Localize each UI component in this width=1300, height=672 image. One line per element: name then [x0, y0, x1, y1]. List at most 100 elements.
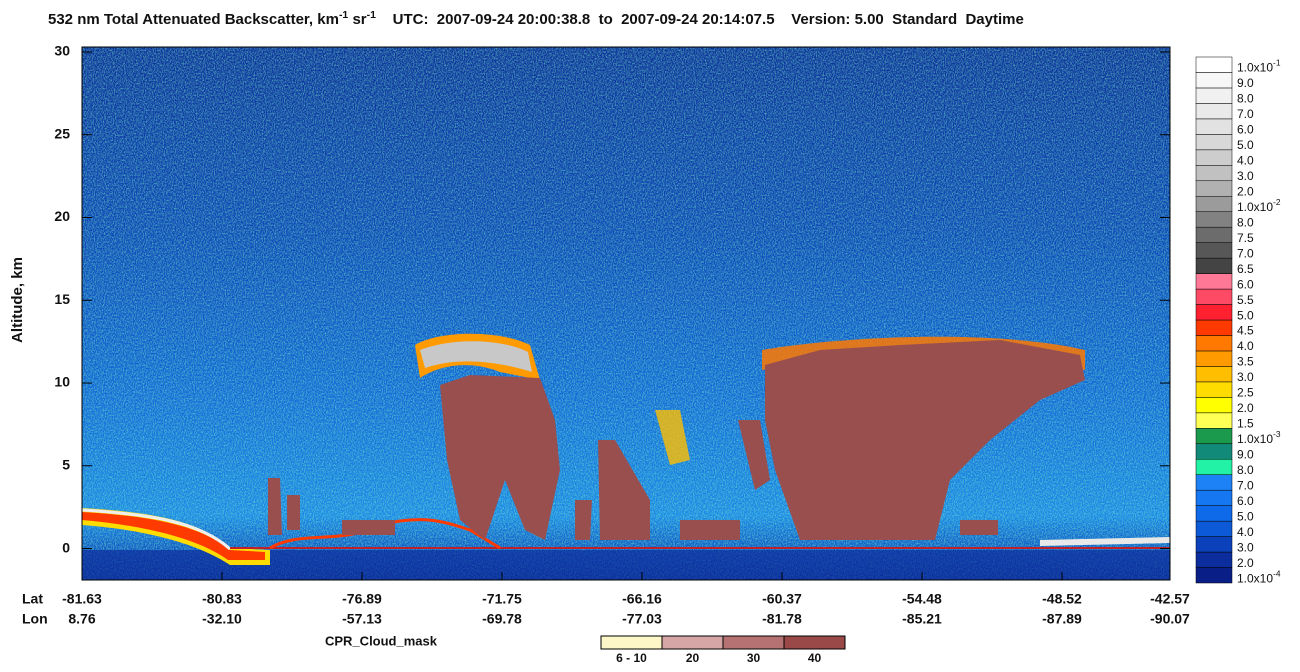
colorbar-swatch — [1195, 134, 1233, 151]
colorbar-swatch — [1195, 520, 1233, 537]
colorbar-label: 8.0 — [1237, 92, 1254, 106]
y-tick-label: 5 — [62, 456, 70, 472]
colorbar-label: 9.0 — [1237, 76, 1254, 90]
colorbar-label: 4.0 — [1237, 154, 1254, 168]
y-tick-label: 10 — [54, 374, 70, 390]
colorbar-label: 7.0 — [1237, 107, 1254, 121]
chart-title-part: sr — [348, 11, 367, 28]
colorbar-swatch — [1195, 567, 1233, 584]
x-lon-label: -90.07 — [1150, 611, 1190, 627]
colorbar-swatch — [1195, 319, 1233, 336]
colorbar-swatch — [1195, 242, 1233, 259]
y-tick-label: 30 — [54, 43, 70, 59]
colorbar-label: 8.0 — [1237, 216, 1254, 230]
colorbar-label-part: -4 — [1273, 568, 1281, 578]
colorbar-swatch — [1195, 195, 1233, 212]
colorbar-label: 2.0 — [1237, 401, 1254, 415]
chart-title: 532 nm Total Attenuated Backscatter, km-… — [48, 9, 1024, 28]
mask-legend-label: 40 — [808, 651, 822, 665]
backscatter-image — [82, 47, 1170, 580]
colorbar-swatch — [1195, 458, 1233, 475]
colorbar-label: 3.0 — [1237, 540, 1254, 554]
x-lat-label: -71.75 — [482, 591, 522, 607]
mask-legend-swatch — [783, 635, 846, 650]
colorbar-label: 1.0x10-3 — [1237, 429, 1281, 446]
colorbar-swatch — [1195, 536, 1233, 553]
colorbar-label-part: 1.0x10 — [1237, 571, 1273, 585]
colorbar-label-part: 3.0 — [1237, 169, 1254, 183]
x-lon-label: -69.78 — [482, 611, 522, 627]
colorbar-label-part: 8.0 — [1237, 463, 1254, 477]
colorbar-swatch — [1195, 72, 1233, 89]
colorbar-label-part: 3.5 — [1237, 355, 1254, 369]
colorbar-swatch — [1195, 428, 1233, 445]
colorbar-label: 4.0 — [1237, 339, 1254, 353]
chart-title-part: UTC: 2007-09-24 20:00:38.8 to 2007-09-24… — [376, 11, 1024, 28]
colorbar-label: 2.0 — [1237, 185, 1254, 199]
colorbar-label: 4.0 — [1237, 525, 1254, 539]
colorbar-label-part: -2 — [1273, 197, 1281, 207]
y-tick-label: 20 — [54, 208, 70, 224]
colorbar-label: 6.0 — [1237, 494, 1254, 508]
mask-legend-title: CPR_Cloud_mask — [325, 633, 438, 648]
colorbar-label-part: 7.5 — [1237, 231, 1254, 245]
y-tick-label: 15 — [54, 291, 70, 307]
colorbar-label-part: 7.0 — [1237, 247, 1254, 261]
x-row-label: Lat — [22, 591, 43, 607]
colorbar-label-part: 9.0 — [1237, 448, 1254, 462]
colorbar-label-part: 5.0 — [1237, 308, 1254, 322]
colorbar-label: 9.0 — [1237, 448, 1254, 462]
colorbar-swatch — [1195, 381, 1233, 398]
colorbar-label-part: 4.0 — [1237, 154, 1254, 168]
plot-frame — [81, 46, 1171, 581]
colorbar-swatch — [1195, 257, 1233, 274]
colorbar-label-part: -3 — [1273, 429, 1281, 439]
colorbar-label-part: 6.0 — [1237, 123, 1254, 137]
colorbar-label-part: 8.0 — [1237, 92, 1254, 106]
colorbar-label-part: 1.0x10 — [1237, 432, 1273, 446]
x-lon-label: -77.03 — [622, 611, 662, 627]
chart-title-part: -1 — [339, 9, 348, 21]
colorbar-label: 1.0x10-1 — [1237, 58, 1281, 75]
mask-legend-label: 30 — [747, 651, 761, 665]
colorbar-swatch — [1195, 165, 1233, 182]
colorbar-label-part: 2.0 — [1237, 556, 1254, 570]
mask-legend-swatch — [600, 635, 663, 650]
x-lat-label: -81.63 — [62, 591, 102, 607]
colorbar-label-part: 3.0 — [1237, 540, 1254, 554]
colorbar-label: 7.5 — [1237, 231, 1254, 245]
colorbar-label-part: 5.0 — [1237, 138, 1254, 152]
colorbar-swatch — [1195, 56, 1233, 73]
chart-title-part: -1 — [367, 9, 376, 21]
mask-legend-label: 20 — [686, 651, 700, 665]
colorbar-label: 3.5 — [1237, 355, 1254, 369]
colorbar-label: 1.0x10-2 — [1237, 197, 1281, 214]
colorbar-label-part: 6.0 — [1237, 277, 1254, 291]
colorbar-label: 5.0 — [1237, 138, 1254, 152]
colorbar-label-part: 4.5 — [1237, 324, 1254, 338]
colorbar-swatch — [1195, 273, 1233, 290]
colorbar-label-part: 1.0x10 — [1237, 61, 1273, 75]
colorbar-label-part: 4.0 — [1237, 339, 1254, 353]
colorbar-label: 6.0 — [1237, 123, 1254, 137]
colorbar-swatch — [1195, 366, 1233, 383]
x-lat-label: -42.57 — [1150, 591, 1190, 607]
colorbar-label: 1.0x10-4 — [1237, 568, 1281, 585]
colorbar-label-part: -1 — [1273, 58, 1281, 68]
colorbar-swatch — [1195, 304, 1233, 321]
mask-legend-swatch — [722, 635, 785, 650]
colorbar-label: 2.5 — [1237, 386, 1254, 400]
y-tick-label: 25 — [54, 125, 70, 141]
colorbar-label: 5.0 — [1237, 510, 1254, 524]
colorbar-label-part: 2.5 — [1237, 386, 1254, 400]
x-lon-label: -81.78 — [762, 611, 802, 627]
colorbar-label: 7.0 — [1237, 247, 1254, 261]
colorbar-swatch — [1195, 335, 1233, 352]
mask-legend-swatch — [661, 635, 724, 650]
colorbar-swatch — [1195, 149, 1233, 166]
colorbar-swatch — [1195, 288, 1233, 305]
colorbar-swatch — [1195, 397, 1233, 414]
colorbar-label-part: 3.0 — [1237, 370, 1254, 384]
colorbar-swatch — [1195, 551, 1233, 568]
